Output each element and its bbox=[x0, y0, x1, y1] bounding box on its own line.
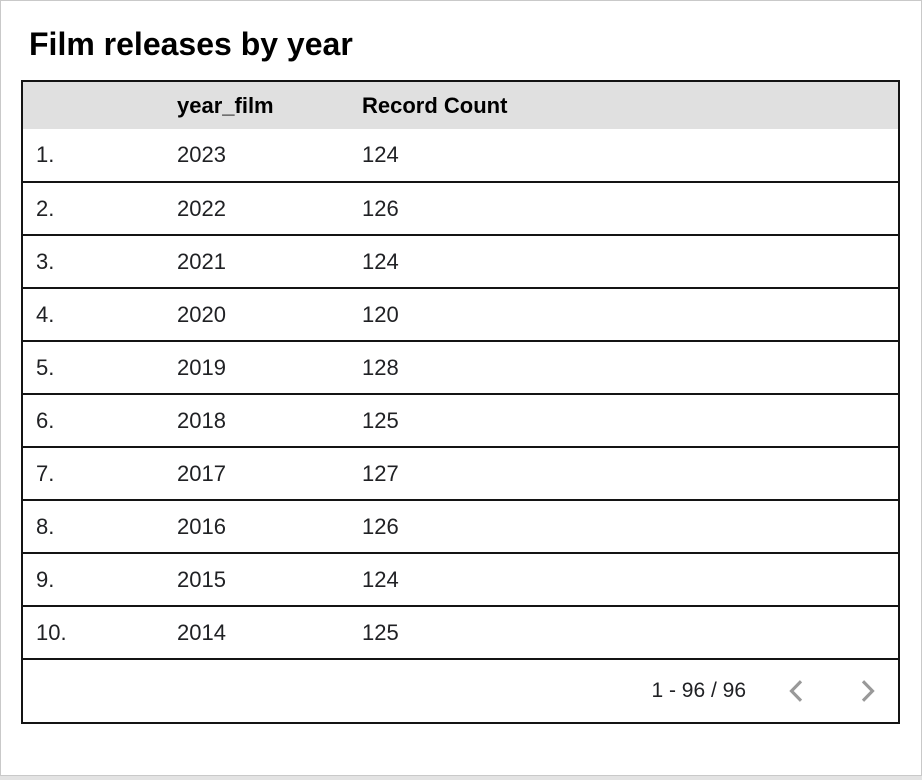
pagination-prev-button[interactable] bbox=[782, 676, 812, 706]
year-film-cell: 2016 bbox=[160, 500, 344, 554]
row-number-cell: 2. bbox=[22, 182, 160, 236]
record-count-cell: 128 bbox=[344, 341, 899, 395]
data-table: year_film Record Count 1. 2023 124 2. 20… bbox=[21, 80, 900, 724]
table-header-row: year_film Record Count bbox=[22, 81, 899, 129]
year-film-cell: 2015 bbox=[160, 553, 344, 607]
table-row: 4. 2020 120 bbox=[22, 288, 899, 342]
year-film-cell: 2020 bbox=[160, 288, 344, 342]
record-count-cell: 126 bbox=[344, 500, 899, 554]
record-count-cell: 124 bbox=[344, 129, 899, 183]
row-number-cell: 7. bbox=[22, 447, 160, 501]
table-row: 10. 2014 125 bbox=[22, 606, 899, 660]
year-film-cell: 2021 bbox=[160, 235, 344, 289]
column-header-record-count[interactable]: Record Count bbox=[344, 81, 899, 129]
year-film-cell: 2023 bbox=[160, 129, 344, 183]
row-number-cell: 3. bbox=[22, 235, 160, 289]
year-film-cell: 2018 bbox=[160, 394, 344, 448]
table-row: 2. 2022 126 bbox=[22, 182, 899, 236]
table-row: 9. 2015 124 bbox=[22, 553, 899, 607]
year-film-cell: 2019 bbox=[160, 341, 344, 395]
row-number-cell: 8. bbox=[22, 500, 160, 554]
chevron-right-icon bbox=[852, 676, 882, 706]
row-number-cell: 4. bbox=[22, 288, 160, 342]
table-row: 7. 2017 127 bbox=[22, 447, 899, 501]
column-header-year-film[interactable]: year_film bbox=[160, 81, 344, 129]
year-film-cell: 2017 bbox=[160, 447, 344, 501]
year-film-cell: 2022 bbox=[160, 182, 344, 236]
record-count-cell: 125 bbox=[344, 606, 899, 660]
chevron-left-icon bbox=[782, 676, 812, 706]
row-number-cell: 6. bbox=[22, 394, 160, 448]
record-count-cell: 124 bbox=[344, 235, 899, 289]
table-row: 6. 2018 125 bbox=[22, 394, 899, 448]
table-row: 8. 2016 126 bbox=[22, 500, 899, 554]
year-film-cell: 2014 bbox=[160, 606, 344, 660]
record-count-cell: 125 bbox=[344, 394, 899, 448]
table-row: 5. 2019 128 bbox=[22, 341, 899, 395]
table-row: 3. 2021 124 bbox=[22, 235, 899, 289]
table-row: 1. 2023 124 bbox=[22, 129, 899, 183]
chart-title: Film releases by year bbox=[29, 26, 353, 62]
record-count-cell: 124 bbox=[344, 553, 899, 607]
pagination-range: 1 - 96 / 96 bbox=[651, 679, 746, 702]
record-count-cell: 126 bbox=[344, 182, 899, 236]
pagination-next-button[interactable] bbox=[852, 676, 882, 706]
row-number-cell: 10. bbox=[22, 606, 160, 660]
record-count-cell: 127 bbox=[344, 447, 899, 501]
row-number-cell: 5. bbox=[22, 341, 160, 395]
record-count-cell: 120 bbox=[344, 288, 899, 342]
table-footer: 1 - 96 / 96 bbox=[22, 659, 899, 723]
pagination: 1 - 96 / 96 bbox=[23, 676, 898, 706]
row-number-cell: 1. bbox=[22, 129, 160, 183]
row-number-header bbox=[22, 81, 160, 129]
row-number-cell: 9. bbox=[22, 553, 160, 607]
